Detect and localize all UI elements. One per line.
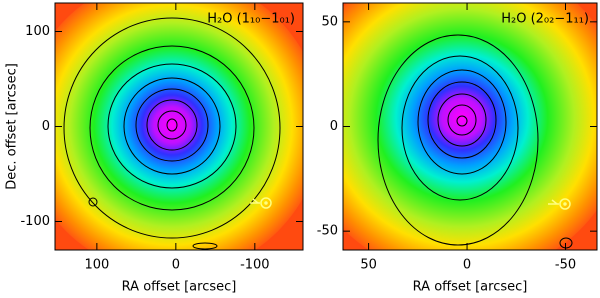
x-axis-label: RA offset [arcsec] [413,280,528,295]
y-tick-label: 0 [330,119,338,134]
x-tick-label: 0 [463,258,471,273]
x-tick-label: 100 [84,258,109,273]
x-tick-label: -50 [555,258,576,273]
y-tick-label: 100 [25,24,50,39]
source-marker [250,197,571,210]
y-axis-label: Dec. offset [arcsec] [5,63,20,190]
y-tick-label: 50 [321,14,338,29]
y-tick-label: 0 [42,119,50,134]
x-tick-label: 0 [172,258,180,273]
panel-title: H₂O (1₁₀−1₀₁) [207,12,295,27]
y-tick-label: -100 [20,214,50,229]
x-axis-label: RA offset [arcsec] [122,280,237,295]
y-tick-label: -50 [317,224,338,239]
map-image [55,3,303,250]
x-tick-label: -100 [240,258,270,273]
x-tick-label: 50 [360,258,377,273]
map-image [343,3,597,250]
panel-title: H₂O (2₀₂−1₁₁) [501,12,589,27]
